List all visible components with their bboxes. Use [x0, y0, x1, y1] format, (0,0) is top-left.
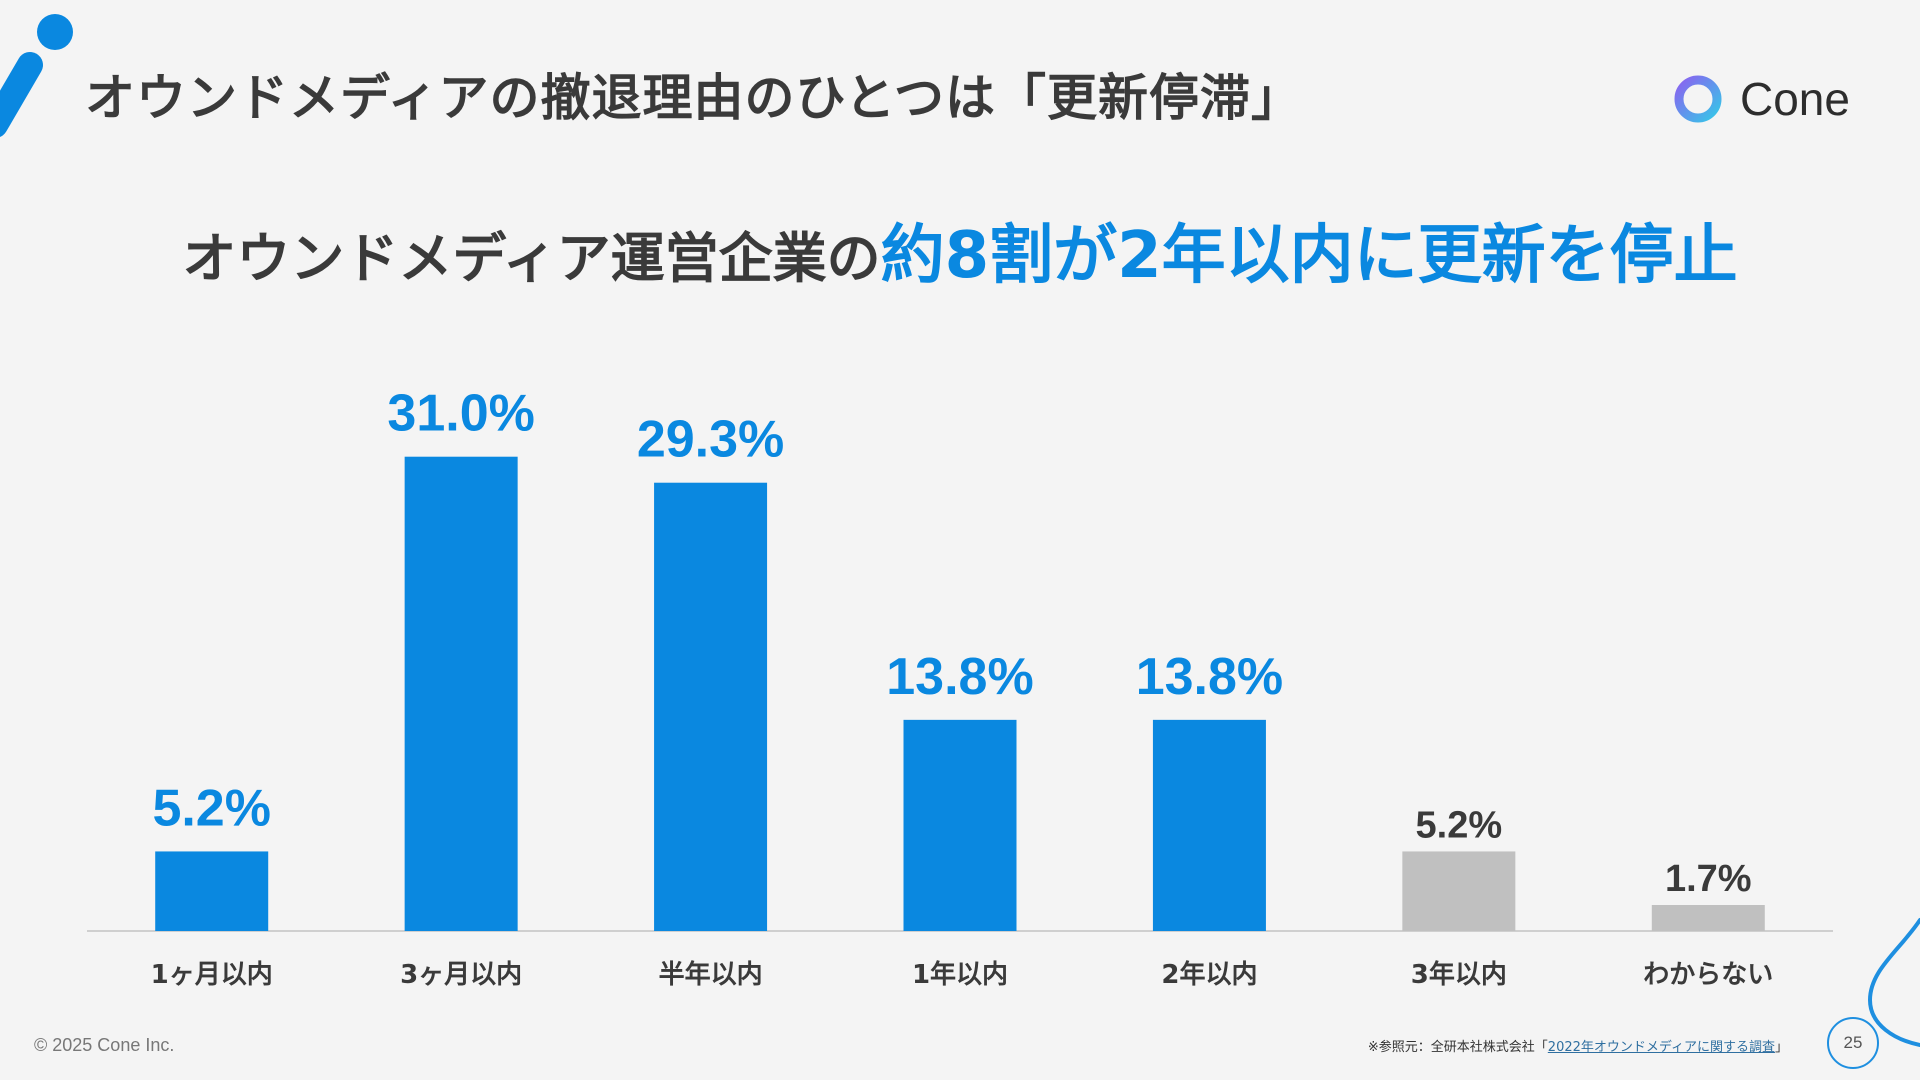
source-link[interactable]: 2022年オウンドメディアに関する調査 [1547, 1040, 1775, 1055]
headline-prefix: オウンドメディア運営企業の [182, 227, 881, 290]
headline: オウンドメディア運営企業の約8割が2年以内に更新を停止 [0, 204, 1920, 296]
bar [1402, 851, 1516, 931]
headline-highlight: 約8割が2年以内に更新を停止 [880, 219, 1738, 293]
data-label: 13.8% [1136, 648, 1283, 706]
data-label: 5.2% [1416, 804, 1503, 846]
data-label: 29.3% [637, 411, 784, 469]
data-label: 31.0% [387, 385, 534, 443]
brand-name: Cone [1740, 73, 1850, 125]
source-suffix: 」 [1774, 1040, 1788, 1055]
brand-logo: Cone [1672, 72, 1850, 126]
category-label: 半年以内 [659, 959, 763, 990]
category-label: 3年以内 [1411, 959, 1507, 990]
source-citation: ※参照元：全研本社株式会社「2022年オウンドメディアに関する調査」 [1368, 1036, 1788, 1055]
category-label: 1年以内 [912, 959, 1008, 990]
bar [903, 719, 1017, 931]
category-label: 2年以内 [1161, 959, 1257, 990]
category-label: わからない [1643, 960, 1773, 990]
category-label: 1ヶ月以内 [151, 960, 273, 990]
bar [654, 482, 768, 931]
source-prefix: ※参照元：全研本社株式会社「 [1367, 1040, 1548, 1055]
data-label: 13.8% [886, 648, 1033, 706]
data-label: 5.2% [152, 779, 271, 837]
bar-chart: 5.2% 1ヶ月以内 31.0% 3ヶ月以内 29.3% 半年以内 13.8% 1年以内 13.… [87, 385, 1833, 990]
corner-arc-decoration-icon [1867, 918, 1920, 1047]
bar [155, 851, 269, 931]
bar [1152, 719, 1266, 931]
cone-logo-icon [1674, 75, 1722, 123]
page-number: 25 [1827, 1017, 1879, 1069]
corner-decoration-icon [0, 14, 73, 137]
category-label: 3ヶ月以内 [400, 960, 522, 990]
bar [404, 456, 518, 931]
page-title: オウンドメディアの撤退理由のひとつは「更新停滞」 [85, 69, 1302, 127]
bar [1651, 904, 1765, 931]
data-label: 1.7% [1665, 858, 1752, 900]
copyright: © 2025 Cone Inc. [34, 1035, 175, 1055]
